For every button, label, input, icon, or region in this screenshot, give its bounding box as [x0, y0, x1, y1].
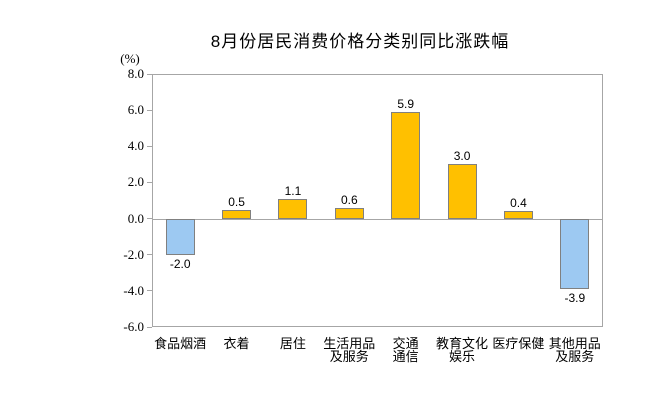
y-tick-label: -6.0 [123, 319, 144, 334]
category-label-line: 娱乐 [449, 349, 476, 364]
category-label: 医疗保健 [480, 337, 556, 350]
category-label: 生活用品 及服务 [311, 337, 387, 363]
category-label-line: 医疗保健 [492, 336, 545, 351]
category-label-line: 食品烟酒 [154, 336, 207, 351]
category-label: 食品烟酒 [142, 337, 218, 350]
category-label-line: 及服务 [329, 349, 369, 364]
y-tick-label: 0.0 [127, 210, 144, 226]
y-axis-unit-label: (%) [120, 51, 140, 66]
chart-title: 8月份居民消费价格分类别同比涨跌幅 [210, 32, 510, 51]
category-label-line: 生活用品 [323, 336, 376, 351]
category-label-line: 通信 [392, 349, 419, 364]
category-label-line: 居住 [279, 336, 306, 351]
category-label: 交通 通信 [368, 337, 444, 363]
y-tick-label: -4.0 [123, 282, 144, 298]
category-label: 居住 [255, 337, 331, 350]
category-label-line: 衣着 [223, 336, 250, 351]
y-tick-label: 2.0 [127, 174, 144, 190]
category-label-line: 及服务 [555, 349, 595, 364]
y-tick-label: 8.0 [127, 66, 144, 81]
category-label: 教育文化 娱乐 [424, 337, 500, 363]
category-label-line: 教育文化 [436, 336, 489, 351]
category-label-line: 其他用品 [548, 336, 601, 351]
category-label: 衣着 [199, 337, 275, 350]
y-tick-label: -2.0 [123, 246, 144, 262]
plot-area [152, 74, 603, 327]
zero-axis-line [153, 218, 602, 220]
y-tick-label: 6.0 [127, 102, 144, 118]
category-label: 其他用品 及服务 [537, 337, 613, 363]
category-label-line: 交通 [392, 336, 419, 351]
y-tick-label: 4.0 [127, 138, 144, 154]
